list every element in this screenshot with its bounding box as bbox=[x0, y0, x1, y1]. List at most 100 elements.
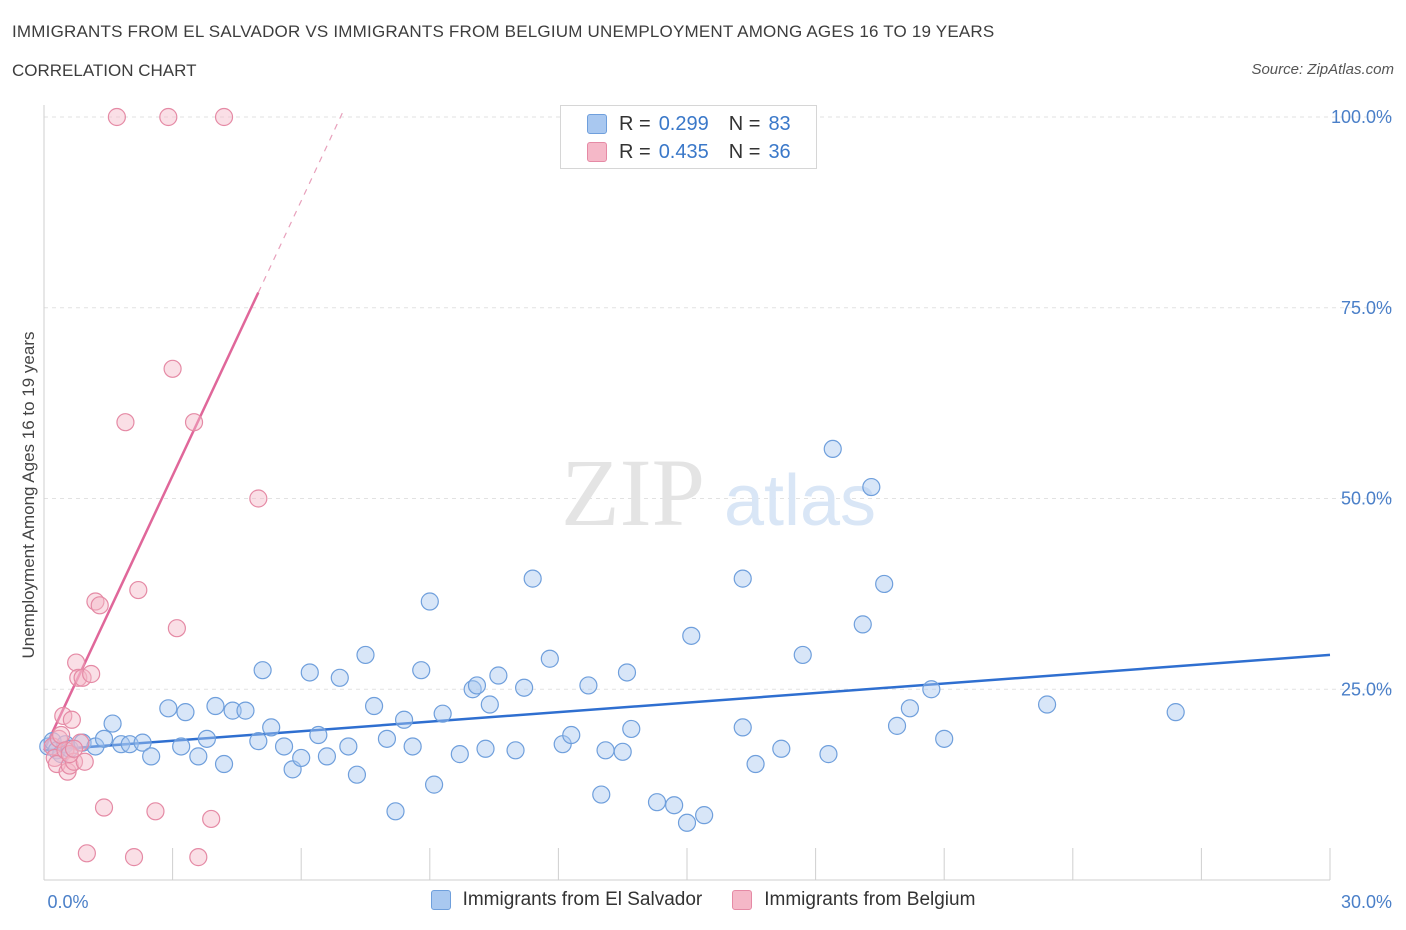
point-belgium bbox=[146, 802, 165, 821]
point-el-salvador bbox=[317, 747, 337, 766]
point-el-salvador bbox=[613, 742, 632, 761]
series-legend-el-salvador: Immigrants from El Salvador bbox=[430, 889, 703, 911]
point-el-salvador bbox=[189, 747, 208, 766]
watermark: ZIP atlas bbox=[561, 439, 876, 546]
point-el-salvador bbox=[677, 813, 697, 832]
series-swatch-el-salvador bbox=[430, 890, 451, 910]
point-el-salvador bbox=[339, 737, 358, 756]
point-el-salvador bbox=[682, 626, 701, 645]
point-belgium bbox=[94, 798, 114, 817]
point-el-salvador bbox=[622, 719, 641, 739]
legend-swatch-el-salvador bbox=[587, 114, 607, 134]
stats-legend: R = 0.299 N = 83 R = 0.435 N = 36 bbox=[560, 105, 817, 169]
point-el-salvador bbox=[197, 729, 216, 748]
point-belgium bbox=[202, 809, 221, 829]
series-legend-belgium: Immigrants from Belgium bbox=[732, 889, 975, 911]
point-belgium bbox=[189, 848, 208, 867]
legend-n-label: N = bbox=[728, 140, 761, 163]
point-el-salvador bbox=[309, 725, 328, 745]
point-el-salvador bbox=[733, 718, 752, 737]
point-el-salvador bbox=[292, 748, 311, 768]
point-belgium bbox=[159, 107, 178, 127]
point-belgium bbox=[167, 619, 186, 638]
point-belgium bbox=[54, 706, 73, 726]
point-belgium bbox=[163, 359, 182, 378]
y-tick-label: 50.0% bbox=[1341, 489, 1392, 509]
point-belgium bbox=[90, 596, 109, 615]
point-belgium bbox=[214, 107, 234, 127]
y-tick-label: 100.0% bbox=[1331, 107, 1392, 127]
point-el-salvador bbox=[489, 666, 508, 685]
point-el-salvador bbox=[377, 729, 397, 748]
point-el-salvador bbox=[579, 676, 598, 695]
trend-line-belgium-extension bbox=[257, 109, 345, 293]
point-el-salvador bbox=[433, 704, 452, 723]
point-belgium bbox=[52, 725, 71, 745]
point-el-salvador bbox=[853, 615, 872, 634]
point-el-salvador bbox=[356, 645, 375, 665]
point-belgium bbox=[73, 668, 92, 687]
point-el-salvador bbox=[875, 574, 894, 594]
point-el-salvador bbox=[262, 718, 281, 737]
series-label-belgium: Immigrants from Belgium bbox=[764, 889, 976, 910]
point-el-salvador bbox=[330, 668, 349, 687]
axes bbox=[43, 105, 1331, 881]
data-points bbox=[39, 107, 1185, 867]
point-el-salvador bbox=[386, 802, 405, 821]
point-belgium bbox=[184, 413, 204, 432]
point-el-salvador bbox=[540, 649, 559, 668]
point-el-salvador bbox=[476, 739, 495, 758]
point-el-salvador bbox=[223, 701, 242, 720]
point-el-salvador bbox=[1037, 695, 1057, 714]
chart-title: IMMIGRANTS FROM EL SALVADOR VS IMMIGRANT… bbox=[12, 22, 995, 41]
point-el-salvador bbox=[142, 747, 161, 766]
point-el-salvador bbox=[523, 569, 542, 588]
point-el-salvador bbox=[364, 696, 384, 716]
point-el-salvador bbox=[133, 733, 152, 752]
point-el-salvador bbox=[394, 710, 414, 729]
point-belgium bbox=[62, 710, 81, 729]
point-el-salvador bbox=[172, 737, 191, 756]
point-el-salvador bbox=[450, 745, 469, 764]
point-el-salvador bbox=[887, 716, 907, 735]
legend-swatch-belgium bbox=[587, 142, 607, 162]
point-el-salvador bbox=[94, 729, 114, 748]
point-el-salvador bbox=[480, 695, 499, 714]
point-el-salvador bbox=[249, 732, 268, 751]
y-tick-label: 25.0% bbox=[1341, 679, 1392, 699]
point-el-salvador bbox=[176, 703, 195, 722]
chart-subtitle: CORRELATION CHART bbox=[12, 61, 197, 80]
legend-row-el-salvador: R = 0.299 N = 83 bbox=[587, 111, 791, 137]
point-el-salvador bbox=[819, 745, 838, 764]
point-el-salvador bbox=[695, 806, 714, 825]
series-swatch-belgium bbox=[732, 890, 753, 910]
legend-r-value: 0.435 bbox=[658, 140, 709, 163]
series-label-el-salvador: Immigrants from El Salvador bbox=[462, 889, 703, 910]
point-el-salvador bbox=[922, 680, 941, 699]
point-belgium bbox=[77, 844, 96, 863]
legend-r-label: R = bbox=[619, 112, 651, 135]
point-el-salvador bbox=[562, 725, 581, 745]
point-el-salvador bbox=[647, 793, 667, 812]
tick-labels: 25.0% 50.0% 75.0% 100.0% 0.0% 30.0% bbox=[47, 107, 1392, 912]
point-el-salvador bbox=[206, 696, 225, 716]
trend-line-el-salvador bbox=[43, 653, 1331, 752]
point-belgium bbox=[82, 664, 101, 684]
point-belgium bbox=[67, 653, 86, 672]
y-axis-label: Unemployment Among Ages 16 to 19 years bbox=[19, 332, 38, 659]
legend-n-label: N = bbox=[728, 112, 761, 135]
point-belgium bbox=[64, 739, 84, 758]
point-el-salvador bbox=[347, 765, 367, 784]
point-el-salvador bbox=[424, 775, 444, 794]
point-el-salvador bbox=[420, 592, 439, 611]
legend-row-belgium: R = 0.435 N = 36 bbox=[587, 139, 791, 165]
point-el-salvador bbox=[412, 661, 431, 680]
point-el-salvador bbox=[733, 569, 752, 588]
trend-line-belgium bbox=[42, 291, 260, 751]
watermark-zip: ZIP bbox=[561, 439, 705, 546]
point-el-salvador bbox=[772, 739, 791, 758]
grid-lines bbox=[44, 116, 1392, 690]
legend-n-value: 36 bbox=[768, 140, 791, 163]
point-el-salvador bbox=[515, 678, 534, 697]
